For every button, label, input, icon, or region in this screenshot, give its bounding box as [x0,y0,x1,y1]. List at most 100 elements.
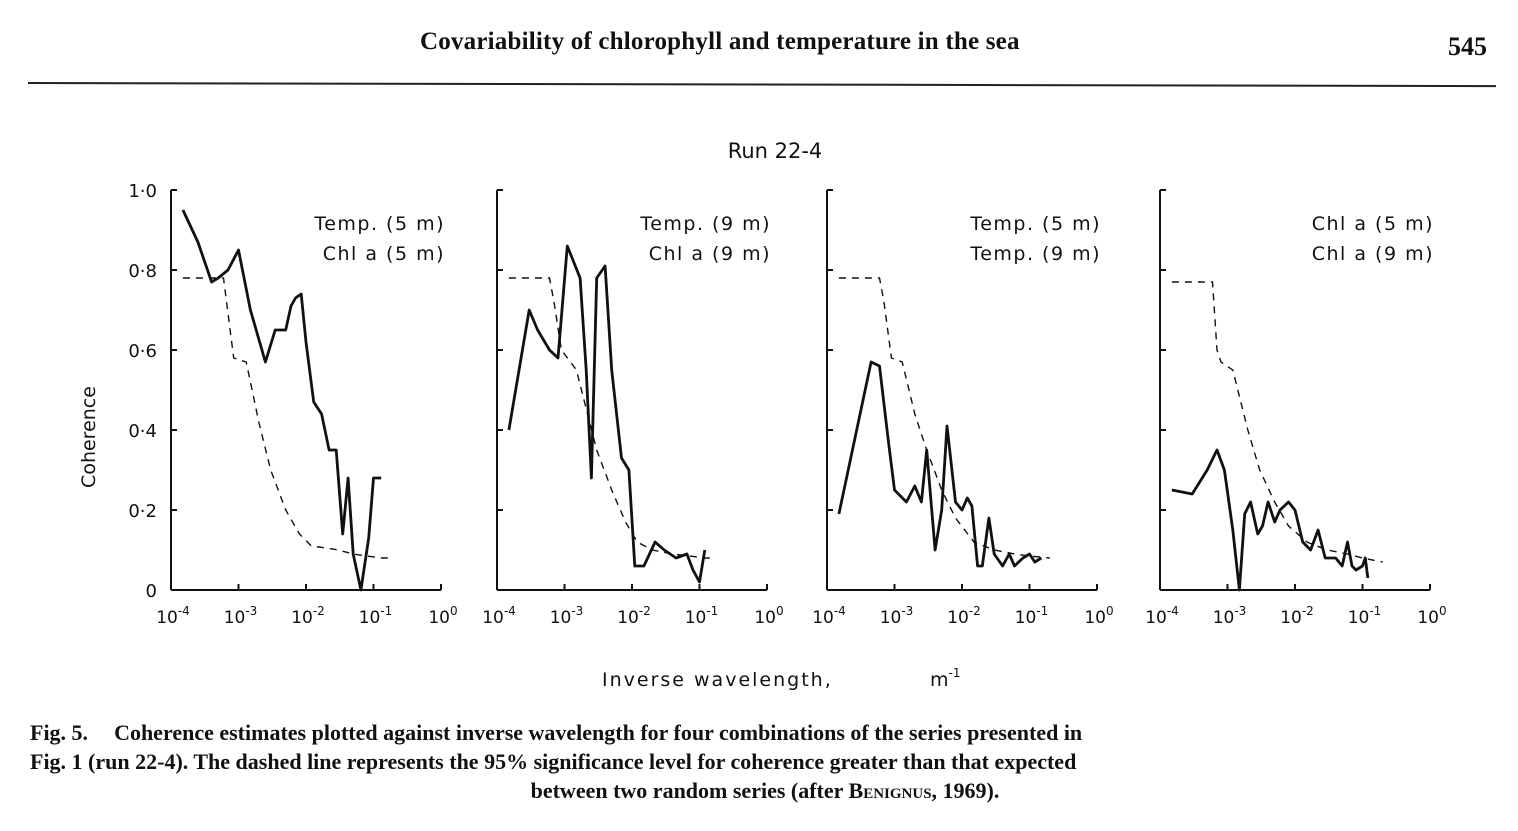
x-tick-label: 10-2 [947,604,981,628]
x-tick-exp: -4 [1167,604,1179,618]
legend-entry: Temp. (9 m) [639,213,771,235]
y-tick-label: 0·4 [128,421,157,442]
x-tick-base: 10 [1015,608,1037,628]
significance-line [508,277,712,559]
coherence-line [837,360,1043,568]
x-tick-label: 10-4 [156,604,190,628]
caption-text-1: Coherence estimates plotted against inve… [114,720,1083,745]
legend-entry: Chl a (9 m) [1312,243,1434,265]
x-tick-base: 10 [1417,608,1439,628]
x-tick-base: 10 [1280,608,1302,628]
caption-author: Benignus [848,778,932,803]
x-tick-exp: -2 [639,604,651,618]
x-tick-base: 10 [291,608,313,628]
y-tick-label: 0·2 [128,501,157,522]
x-tick-exp: -2 [313,604,325,618]
legend-entry: Temp. (9 m) [969,243,1101,265]
coherence-line [507,244,707,584]
y-tick-label: 0 [146,581,157,602]
legend-entry: Chl a (9 m) [649,243,771,265]
x-tick-base: 10 [359,608,381,628]
x-tick-exp: -3 [571,604,583,618]
panels-group: 10-4 10-3 10-2 10-1 1001·00·80·60·40·20Temp.… [128,181,1446,628]
figure-caption: Fig. 5. Coherence estimates plotted again… [30,718,1500,805]
x-tick-label: 10-1 [359,604,393,628]
x-tick-label: 10-4 [1145,604,1179,628]
caption-label: Fig. 5. [30,720,89,745]
x-tick-base: 10 [1145,608,1167,628]
x-tick-exp: -4 [178,604,190,618]
x-tick-base: 10 [156,608,178,628]
x-tick-label: 100 [754,604,783,628]
x-tick-base: 10 [1084,608,1106,628]
x-tick-label: 10-2 [291,604,325,628]
x-tick-label: 10-4 [482,604,516,628]
coherence-line [1171,448,1370,592]
y-tick-label: 0·8 [128,261,157,282]
x-tick-base: 10 [812,608,834,628]
y-tick-label: 0·6 [128,341,157,362]
x-tick-exp: -1 [1036,604,1048,618]
legend-entry: Chl a (5 m) [323,243,445,265]
x-tick-label: 100 [428,604,457,628]
caption-text-3a: between two random series (after [530,778,849,803]
x-tick-base: 10 [1348,608,1370,628]
x-tick-base: 10 [947,608,969,628]
x-tick-base: 10 [685,608,707,628]
x-tick-label: 10-1 [685,604,719,628]
x-tick-label: 10-2 [617,604,651,628]
caption-text-3b: , 1969). [931,778,1000,803]
x-tick-label: 10-3 [550,604,584,628]
running-title: Covariability of chlorophyll and tempera… [420,28,1020,55]
x-tick-exp: 0 [1439,604,1447,618]
legend-entry: Temp. (5 m) [313,213,445,235]
panel-1: 10-4 10-3 10-2 10-1 1001·00·80·60·40·20Temp.… [128,181,457,628]
x-axis-unit-exp: -1 [949,666,961,680]
x-tick-label: 10-2 [1280,604,1314,628]
run-title: Run 22-4 [728,139,823,163]
x-tick-label: 10-4 [812,604,846,628]
x-tick-label: 10-3 [880,604,914,628]
significance-line [838,277,1050,559]
x-tick-base: 10 [880,608,902,628]
x-tick-exp: 0 [1106,604,1114,618]
x-tick-exp: -4 [834,604,846,618]
caption-line-1: Fig. 5. Coherence estimates plotted again… [30,718,1500,747]
x-tick-exp: -1 [380,604,392,618]
x-tick-base: 10 [1213,608,1235,628]
x-axis-unit: m-1 [930,666,960,691]
x-tick-label: 100 [1084,604,1113,628]
x-tick-exp: -3 [1234,604,1246,618]
caption-line-3: between two random series (after Benignu… [30,776,1500,805]
significance-line [182,277,394,559]
x-tick-label: 10-3 [1213,604,1247,628]
significance-line [1171,281,1383,563]
x-tick-exp: -4 [504,604,516,618]
x-tick-label: 10-1 [1015,604,1049,628]
x-tick-label: 10-1 [1348,604,1382,628]
x-tick-exp: -2 [969,604,981,618]
x-tick-base: 10 [482,608,504,628]
x-tick-label: 10-3 [224,604,258,628]
x-tick-exp: 0 [776,604,784,618]
x-tick-exp: -3 [901,604,913,618]
x-tick-base: 10 [428,608,450,628]
legend-entry: Chl a (5 m) [1312,213,1434,235]
x-tick-base: 10 [754,608,776,628]
x-tick-base: 10 [617,608,639,628]
coherence-line [181,209,382,592]
x-axis-label-text: Inverse wavelength, [602,669,833,691]
caption-line-2: Fig. 1 (run 22-4). The dashed line repre… [30,749,1077,774]
x-tick-exp: -3 [245,604,257,618]
x-tick-exp: -2 [1302,604,1314,618]
x-tick-label: 100 [1417,604,1446,628]
x-tick-exp: -1 [1369,604,1381,618]
x-tick-base: 10 [550,608,572,628]
legend-entry: Temp. (5 m) [969,213,1101,235]
x-axis-unit-base: m [930,669,949,691]
x-tick-exp: 0 [450,604,458,618]
x-axis-label: Inverse wavelength, [602,669,833,691]
